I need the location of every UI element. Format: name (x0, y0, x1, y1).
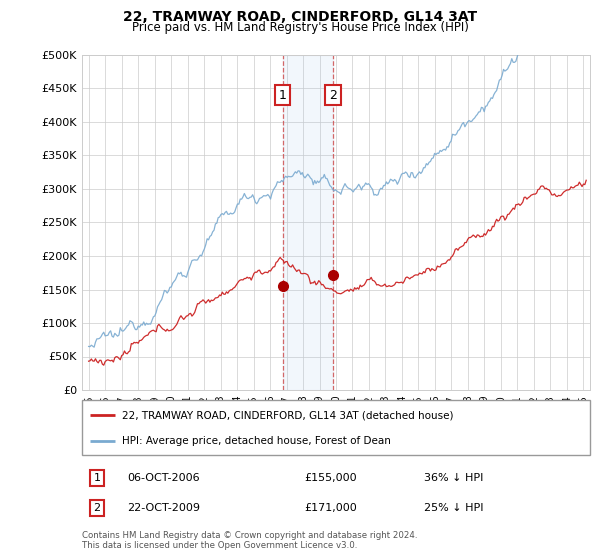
Text: HPI: Average price, detached house, Forest of Dean: HPI: Average price, detached house, Fore… (122, 436, 391, 446)
Text: 2: 2 (329, 88, 337, 102)
Bar (283, 55, 333, 390)
Text: 36% ↓ HPI: 36% ↓ HPI (424, 473, 484, 483)
Text: Price paid vs. HM Land Registry's House Price Index (HPI): Price paid vs. HM Land Registry's House … (131, 21, 469, 34)
Text: 22, TRAMWAY ROAD, CINDERFORD, GL14 3AT: 22, TRAMWAY ROAD, CINDERFORD, GL14 3AT (123, 10, 477, 24)
Text: 25% ↓ HPI: 25% ↓ HPI (424, 503, 484, 513)
Text: Contains HM Land Registry data © Crown copyright and database right 2024.
This d: Contains HM Land Registry data © Crown c… (82, 531, 418, 550)
Text: £171,000: £171,000 (304, 503, 357, 513)
Text: 2: 2 (94, 503, 101, 513)
Text: 06-OCT-2006: 06-OCT-2006 (127, 473, 200, 483)
Text: 1: 1 (94, 473, 100, 483)
Text: 1: 1 (279, 88, 287, 102)
Text: £155,000: £155,000 (304, 473, 356, 483)
Text: 22, TRAMWAY ROAD, CINDERFORD, GL14 3AT (detached house): 22, TRAMWAY ROAD, CINDERFORD, GL14 3AT (… (122, 410, 453, 421)
Text: 22-OCT-2009: 22-OCT-2009 (127, 503, 200, 513)
